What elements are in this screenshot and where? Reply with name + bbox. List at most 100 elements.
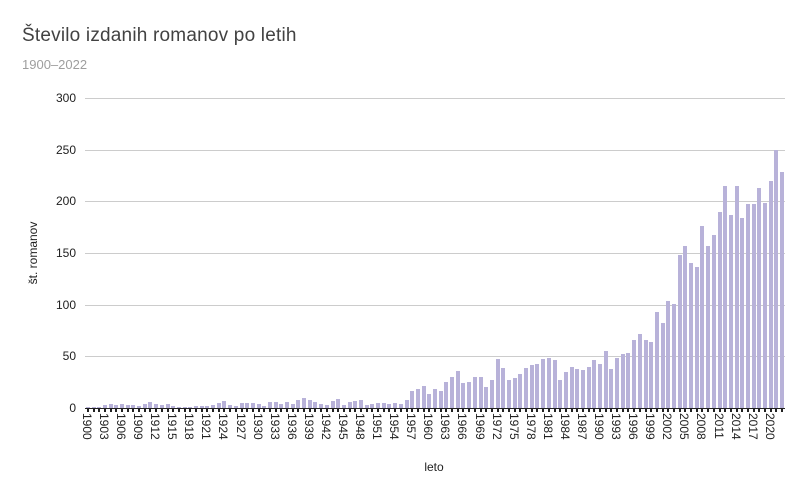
bar-2020[interactable] bbox=[768, 180, 773, 408]
bar-1937[interactable] bbox=[296, 399, 301, 408]
bar-1987[interactable] bbox=[580, 369, 585, 408]
bar-1967[interactable] bbox=[467, 382, 472, 408]
bar-1993[interactable] bbox=[615, 358, 620, 408]
bar-2018[interactable] bbox=[757, 187, 762, 408]
bar-1901[interactable] bbox=[91, 406, 96, 408]
bar-2014[interactable] bbox=[734, 185, 739, 408]
bar-2009[interactable] bbox=[706, 245, 711, 408]
bar-1990[interactable] bbox=[598, 363, 603, 408]
bar-2019[interactable] bbox=[763, 203, 768, 408]
bar-1909[interactable] bbox=[137, 405, 142, 408]
bar-2000[interactable] bbox=[654, 311, 659, 408]
bar-1958[interactable] bbox=[415, 389, 420, 408]
bar-1953[interactable] bbox=[387, 403, 392, 408]
bar-1915[interactable] bbox=[171, 405, 176, 408]
bar-1994[interactable] bbox=[620, 354, 625, 408]
bar-1930[interactable] bbox=[256, 403, 261, 408]
bar-2010[interactable] bbox=[711, 235, 716, 408]
bar-1974[interactable] bbox=[506, 380, 511, 408]
bar-2021[interactable] bbox=[774, 149, 779, 408]
bar-1941[interactable] bbox=[319, 403, 324, 408]
bar-1995[interactable] bbox=[626, 353, 631, 408]
bar-1928[interactable] bbox=[245, 402, 250, 408]
bar-2002[interactable] bbox=[666, 300, 671, 408]
bar-1913[interactable] bbox=[159, 404, 164, 408]
bar-1952[interactable] bbox=[381, 402, 386, 408]
bar-1924[interactable] bbox=[222, 400, 227, 408]
bar-2004[interactable] bbox=[677, 255, 682, 408]
bar-1959[interactable] bbox=[421, 386, 426, 408]
bar-1971[interactable] bbox=[489, 380, 494, 408]
bar-1940[interactable] bbox=[313, 401, 318, 408]
bar-1903[interactable] bbox=[102, 404, 107, 408]
bar-1914[interactable] bbox=[165, 403, 170, 408]
bar-1918[interactable] bbox=[188, 406, 193, 408]
bar-1968[interactable] bbox=[472, 377, 477, 408]
bar-1926[interactable] bbox=[233, 405, 238, 408]
bar-1917[interactable] bbox=[182, 406, 187, 408]
bar-1936[interactable] bbox=[290, 403, 295, 408]
bar-1911[interactable] bbox=[148, 401, 153, 408]
bar-1923[interactable] bbox=[216, 402, 221, 408]
bar-1982[interactable] bbox=[552, 360, 557, 408]
bar-1922[interactable] bbox=[211, 404, 216, 408]
bar-1900[interactable] bbox=[85, 406, 90, 408]
bar-1925[interactable] bbox=[228, 404, 233, 408]
bar-1905[interactable] bbox=[114, 404, 119, 408]
bar-1949[interactable] bbox=[364, 404, 369, 408]
bar-1973[interactable] bbox=[501, 367, 506, 408]
bar-1986[interactable] bbox=[575, 368, 580, 408]
bar-1979[interactable] bbox=[535, 363, 540, 408]
bar-1910[interactable] bbox=[142, 403, 147, 408]
bar-1920[interactable] bbox=[199, 405, 204, 408]
bar-1916[interactable] bbox=[176, 406, 181, 408]
bar-1992[interactable] bbox=[609, 368, 614, 408]
bar-1931[interactable] bbox=[262, 405, 267, 408]
bar-2016[interactable] bbox=[746, 204, 750, 408]
bar-2011[interactable] bbox=[717, 211, 722, 408]
bar-1932[interactable] bbox=[267, 401, 272, 408]
bar-1981[interactable] bbox=[546, 358, 551, 408]
bar-2001[interactable] bbox=[660, 323, 665, 408]
bar-2015[interactable] bbox=[740, 217, 745, 408]
bar-2017[interactable] bbox=[751, 204, 756, 408]
bar-1961[interactable] bbox=[433, 389, 437, 408]
bar-2003[interactable] bbox=[672, 303, 677, 408]
bar-1933[interactable] bbox=[273, 401, 278, 408]
bar-1976[interactable] bbox=[518, 373, 523, 408]
bar-1963[interactable] bbox=[444, 382, 449, 408]
bar-1919[interactable] bbox=[193, 405, 198, 408]
bar-1960[interactable] bbox=[427, 393, 432, 408]
bar-1921[interactable] bbox=[205, 405, 210, 408]
bar-1934[interactable] bbox=[279, 403, 284, 408]
bar-1942[interactable] bbox=[324, 404, 329, 408]
bar-1972[interactable] bbox=[495, 359, 500, 408]
bar-1906[interactable] bbox=[119, 403, 124, 408]
bar-1957[interactable] bbox=[410, 391, 415, 408]
bar-1954[interactable] bbox=[393, 402, 398, 408]
bar-1975[interactable] bbox=[512, 378, 517, 408]
bar-1948[interactable] bbox=[359, 399, 364, 408]
bar-1997[interactable] bbox=[637, 333, 642, 408]
bar-1984[interactable] bbox=[563, 371, 568, 408]
bar-1945[interactable] bbox=[341, 404, 346, 408]
bar-1908[interactable] bbox=[131, 404, 136, 408]
bar-1991[interactable] bbox=[603, 351, 608, 408]
bar-1999[interactable] bbox=[649, 341, 654, 408]
bar-1996[interactable] bbox=[632, 339, 637, 408]
bar-1912[interactable] bbox=[154, 403, 159, 408]
bar-1938[interactable] bbox=[302, 397, 307, 408]
bar-2005[interactable] bbox=[683, 245, 688, 408]
bar-2012[interactable] bbox=[723, 185, 728, 408]
bar-2008[interactable] bbox=[700, 226, 705, 408]
bar-1998[interactable] bbox=[643, 339, 648, 408]
bar-1988[interactable] bbox=[586, 366, 591, 408]
bar-1927[interactable] bbox=[239, 402, 244, 408]
bar-1969[interactable] bbox=[478, 377, 483, 408]
bar-1935[interactable] bbox=[285, 401, 290, 408]
bar-1966[interactable] bbox=[461, 383, 466, 408]
bar-1983[interactable] bbox=[558, 380, 563, 408]
bar-1951[interactable] bbox=[376, 402, 381, 408]
bar-2006[interactable] bbox=[689, 263, 694, 408]
bar-1989[interactable] bbox=[592, 360, 597, 408]
